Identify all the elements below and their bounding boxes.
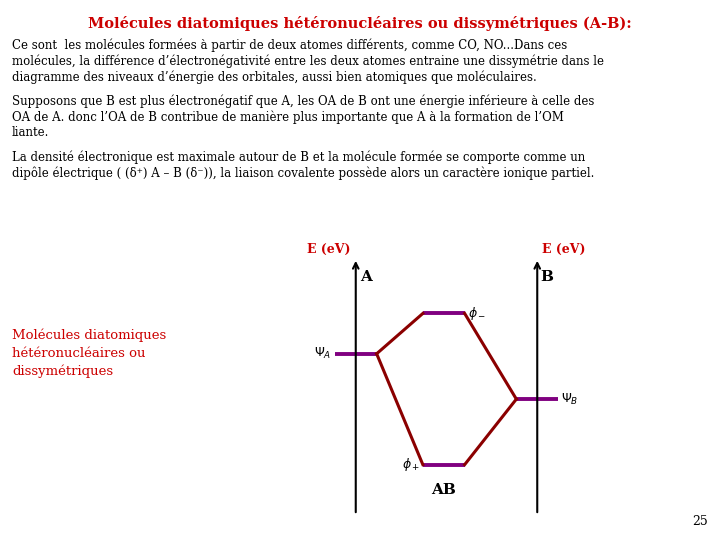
Text: E (eV): E (eV) [542,243,586,256]
Text: AB: AB [431,483,456,497]
Text: $\phi_-$: $\phi_-$ [468,305,486,322]
Text: diagramme des niveaux d’énergie des orbitales, aussi bien atomiques que molécula: diagramme des niveaux d’énergie des orbi… [12,70,536,84]
Text: E (eV): E (eV) [307,243,351,256]
Text: OA de A. donc l’OA de B contribue de manière plus importante que A à la formatio: OA de A. donc l’OA de B contribue de man… [12,110,564,124]
Text: liante.: liante. [12,126,50,139]
Text: $\phi_+$: $\phi_+$ [402,456,420,473]
Text: molécules, la différence d’électronégativité entre les deux atomes entraine une : molécules, la différence d’électronégati… [12,54,604,68]
Text: B: B [541,270,554,284]
Text: Supposons que B est plus électronégatif que A, les OA de B ont une énergie infér: Supposons que B est plus électronégatif … [12,94,595,107]
Text: Molécules diatomiques: Molécules diatomiques [12,328,166,342]
Text: dissymétriques: dissymétriques [12,364,113,378]
Text: Molécules diatomiques hétéronucléaires ou dissymétriques (A-B):: Molécules diatomiques hétéronucléaires o… [88,16,632,31]
Text: 25: 25 [692,515,708,528]
Text: hétéronucléaires ou: hétéronucléaires ou [12,347,145,360]
Text: La densité électronique est maximale autour de B et la molécule formée se compor: La densité électronique est maximale aut… [12,150,585,164]
Text: dipôle électrique ( (δ⁺) A – B (δ⁻)), la liaison covalente possède alors un cara: dipôle électrique ( (δ⁺) A – B (δ⁻)), la… [12,166,595,179]
Text: $\Psi_A$: $\Psi_A$ [315,346,332,361]
Text: $\Psi_B$: $\Psi_B$ [561,392,579,407]
Text: Ce sont  les molécules formées à partir de deux atomes différents, comme CO, NO.: Ce sont les molécules formées à partir d… [12,38,567,51]
Text: A: A [360,270,372,284]
